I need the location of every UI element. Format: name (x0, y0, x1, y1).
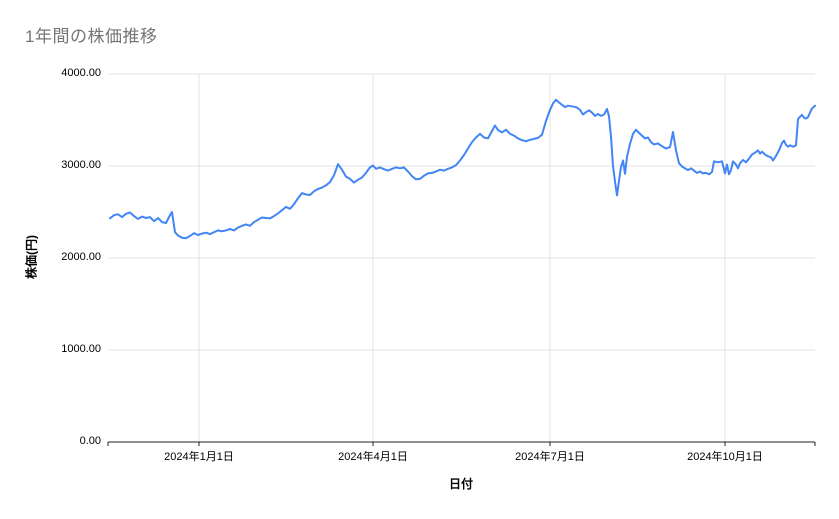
price-line-series (109, 98, 816, 240)
y-tick-label: 3000.00 (61, 159, 101, 171)
x-tick-label: 2024年7月1日 (515, 451, 585, 463)
chart-title: 1年間の株価推移 (25, 27, 158, 46)
x-tick-label: 2024年4月1日 (338, 451, 408, 463)
y-tick-label: 4000.00 (61, 67, 101, 79)
y-tick-label: 2000.00 (61, 251, 101, 263)
x-tick-label: 2024年10月1日 (687, 451, 763, 463)
y-tick-label: 1000.00 (61, 343, 101, 355)
y-axis-title: 株価(円) (24, 235, 39, 279)
x-axis-title: 日付 (448, 477, 474, 491)
y-tick-label: 0.00 (79, 435, 101, 447)
x-tick-label: 2024年1月1日 (164, 451, 234, 463)
